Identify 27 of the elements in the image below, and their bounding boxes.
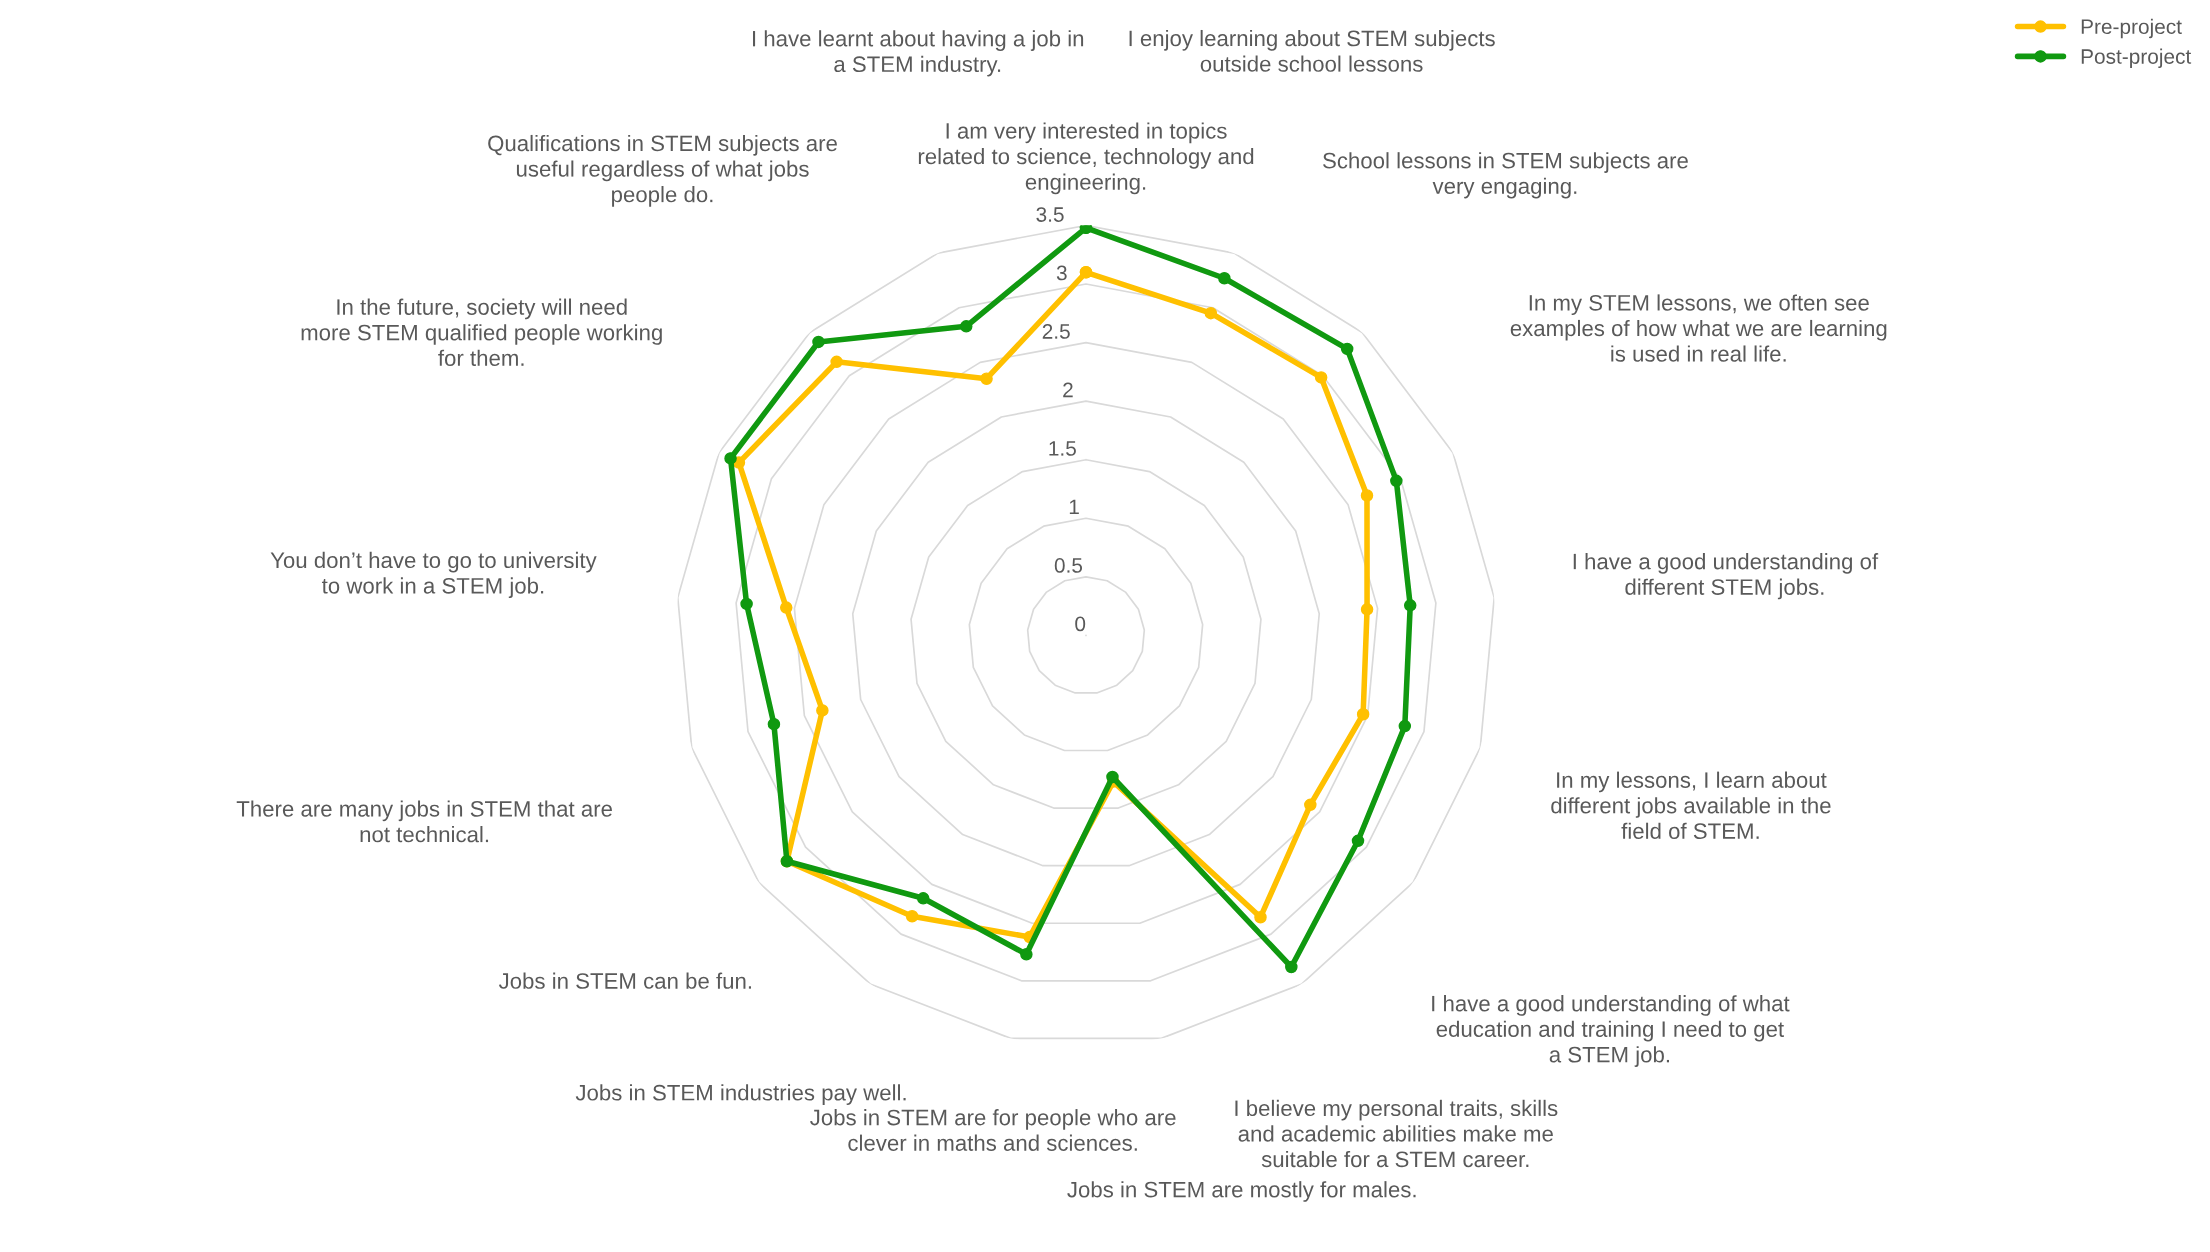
spoke-label: In the future, society will need more STEM qualified people working for them. bbox=[301, 298, 662, 366]
y-tick-label: 0 bbox=[1075, 616, 1086, 632]
spoke-label: In my STEM lessons, we often see examples of how what we are learning is used in real life. bbox=[1510, 294, 1887, 362]
y-tick-label: 3 bbox=[1056, 265, 1067, 281]
spoke-label: In my lessons, I learn about different jobs available in the field of STEM. bbox=[1551, 771, 1831, 840]
spoke-label: There are many jobs in STEM that are not technical. bbox=[236, 800, 612, 843]
spoke-label: Jobs in STEM can be fun. bbox=[498, 972, 752, 989]
y-tick-label: 0.5 bbox=[1054, 558, 1083, 573]
legend-label: Pre-project bbox=[2081, 18, 2182, 39]
spoke-label: I have learnt about having a job in a STEM industry. bbox=[753, 30, 1084, 77]
spoke-label: I have a good understanding of what education and training I need to get a STEM job. bbox=[1432, 995, 1790, 1067]
y-tick-label: 1 bbox=[1069, 499, 1079, 515]
spoke-label: Jobs in STEM are for people who are clever in maths and sciences. bbox=[810, 1109, 1176, 1151]
y-tick-label: 3.5 bbox=[1036, 207, 1064, 222]
y-tick-label: 1.5 bbox=[1049, 441, 1076, 456]
spoke-label: Qualifications in STEM subjects are useful regardless of what jobs people do. bbox=[488, 134, 837, 207]
spoke-label: I am very interested in topics related to science, technology and engineering. bbox=[918, 122, 1254, 195]
spoke-label: Jobs in STEM industries pay well. bbox=[575, 1084, 906, 1105]
spoke-label: You don’t have to go to university to work in a STEM job. bbox=[270, 551, 597, 599]
spoke-label: I believe my personal traits, skills and academic abilities make me suitable for a STEM career. bbox=[1235, 1099, 1558, 1168]
spoke-label: I enjoy learning about STEM subjects outside school lessons bbox=[1129, 29, 1495, 72]
y-tick-label: 2 bbox=[1063, 382, 1073, 398]
spoke-label: Jobs in STEM are mostly for males. bbox=[1067, 1181, 1416, 1202]
legend-label: Post-project bbox=[2081, 48, 2192, 69]
spoke-label: School lessons in STEM subjects are very engaging. bbox=[1323, 152, 1688, 199]
spoke-label: I have a good understanding of different STEM jobs. bbox=[1573, 553, 1879, 600]
y-tick-label: 2.5 bbox=[1042, 324, 1070, 339]
